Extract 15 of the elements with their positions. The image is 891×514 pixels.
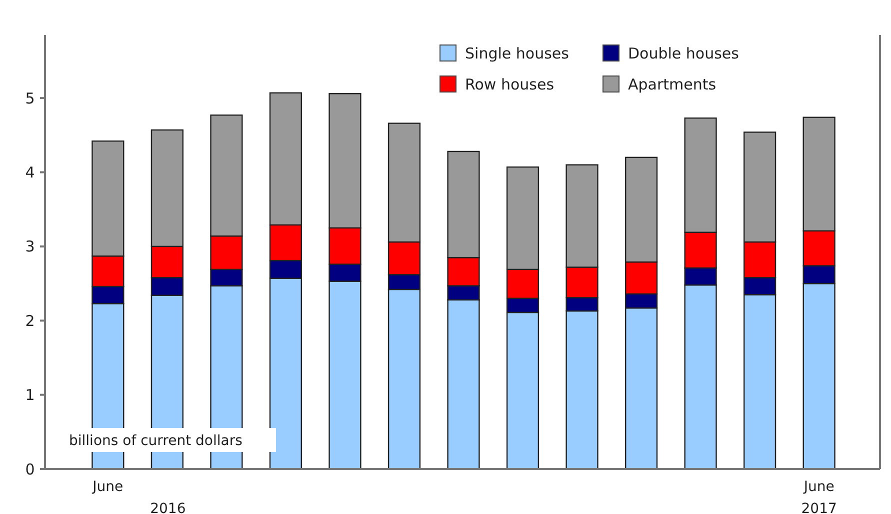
x-tick-label: June bbox=[92, 479, 124, 495]
y-axis-title: billions of current dollars bbox=[69, 432, 242, 449]
legend-label: Row houses bbox=[465, 75, 554, 94]
y-tick-label: 0 bbox=[25, 460, 35, 478]
legend-label: Apartments bbox=[628, 75, 716, 94]
y-tick-label: 1 bbox=[25, 386, 35, 404]
legend-label: Double houses bbox=[628, 44, 740, 62]
y-tick-label: 4 bbox=[25, 164, 35, 182]
y-tick-label: 5 bbox=[25, 89, 35, 108]
legend-label: Single houses bbox=[465, 44, 570, 62]
text: 2016 bbox=[150, 501, 186, 514]
y-tick-label: 3 bbox=[25, 238, 35, 256]
x-tick-label: June bbox=[802, 479, 834, 495]
y-tick-label: 2 bbox=[25, 312, 35, 330]
text: 2017 bbox=[801, 501, 837, 514]
